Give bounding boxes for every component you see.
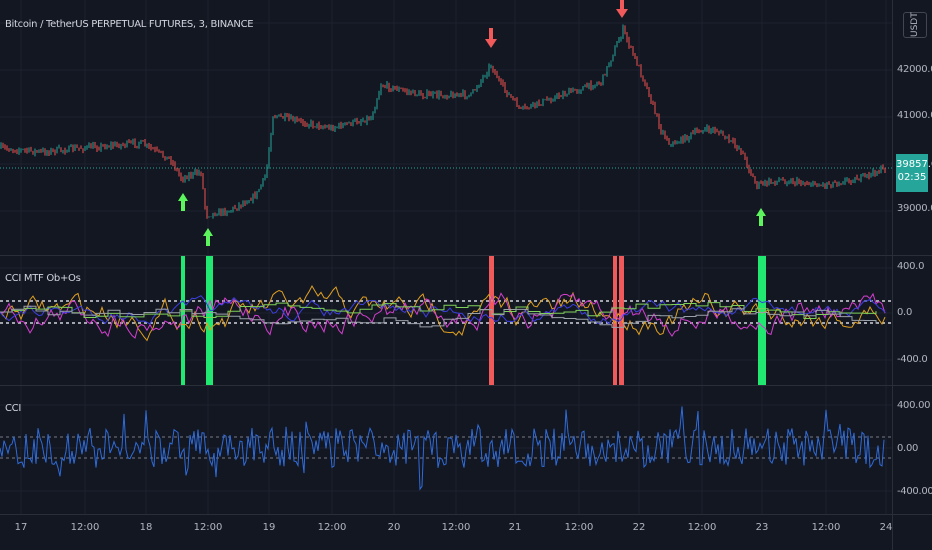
time-axis-label: 23 (755, 522, 769, 533)
currency-button[interactable]: USDT (903, 12, 927, 38)
price-pane[interactable]: Bitcoin / TetherUS PERPETUAL FUTURES, 3,… (0, 0, 932, 255)
cci-pane[interactable]: CCI (0, 386, 932, 514)
sell-arrow-icon (616, 0, 628, 18)
sell-arrow-icon (485, 28, 497, 48)
cci-mtf-series-line (0, 305, 877, 328)
cci-mtf-pane[interactable]: CCI MTF Ob+Os (0, 256, 932, 385)
time-axis-label: 12:00 (317, 522, 347, 533)
buy-arrow-icon (178, 193, 188, 211)
mtf-axis-label: 0.0 (897, 307, 913, 318)
cci-title: CCI (5, 403, 22, 414)
price-chart-canvas[interactable] (0, 0, 892, 255)
sell-signal-bar (489, 256, 494, 385)
buy-signal-bar (758, 256, 766, 385)
time-axis-label: 24 (879, 522, 893, 533)
time-axis-label: 20 (387, 522, 401, 533)
cci-axis-label: 0.00 (897, 443, 919, 454)
time-axis-label: 12:00 (811, 522, 841, 533)
time-axis-label: 19 (262, 522, 276, 533)
cci-line (0, 406, 885, 491)
cci-axis-label: -400.00 (897, 486, 932, 497)
currency-label: USDT (910, 12, 920, 38)
time-axis-label: 12:00 (441, 522, 471, 533)
cci-axis-label: 400.00 (897, 400, 931, 411)
price-scale-border (892, 0, 893, 550)
time-axis-label: 12:00 (687, 522, 717, 533)
sell-signal-bar (619, 256, 624, 385)
time-axis-label: 17 (14, 522, 28, 533)
cci-mtf-series-line (0, 302, 877, 319)
price-axis-label: 42000.0 (897, 64, 932, 75)
last-price-tag: 39857.0 02:35 (896, 154, 932, 192)
bar-countdown: 02:35 (897, 172, 927, 183)
cci-mtf-canvas[interactable] (0, 256, 892, 385)
mtf-axis-label: -400.0 (897, 354, 928, 365)
time-axis-label: 12:00 (70, 522, 100, 533)
time-axis-label: 21 (508, 522, 522, 533)
symbol-title: Bitcoin / TetherUS PERPETUAL FUTURES, 3,… (5, 19, 254, 30)
buy-arrow-icon (756, 208, 766, 226)
price-axis-label: 41000.0 (897, 110, 932, 121)
time-axis-label: 22 (632, 522, 646, 533)
cci-mtf-title: CCI MTF Ob+Os (5, 273, 81, 284)
cci-mtf-series-line (0, 295, 886, 325)
cci-mtf-series-line (0, 284, 886, 342)
buy-arrow-icon (203, 228, 213, 246)
pane-separator[interactable] (0, 385, 932, 386)
time-axis-label: 12:00 (564, 522, 594, 533)
sell-signal-bar (613, 256, 617, 385)
cci-mtf-series-line (0, 292, 886, 339)
buy-signal-bar (206, 256, 213, 385)
price-axis-label: 39000.0 (897, 203, 932, 214)
time-axis-label: 18 (139, 522, 153, 533)
buy-signal-bar (181, 256, 185, 385)
mtf-axis-label: 400.0 (897, 261, 925, 272)
candles (0, 24, 886, 219)
last-price: 39857.0 (896, 159, 932, 170)
time-axis-separator (0, 514, 932, 515)
time-axis-label: 12:00 (193, 522, 223, 533)
cci-canvas[interactable] (0, 386, 892, 514)
pane-separator[interactable] (0, 255, 932, 256)
